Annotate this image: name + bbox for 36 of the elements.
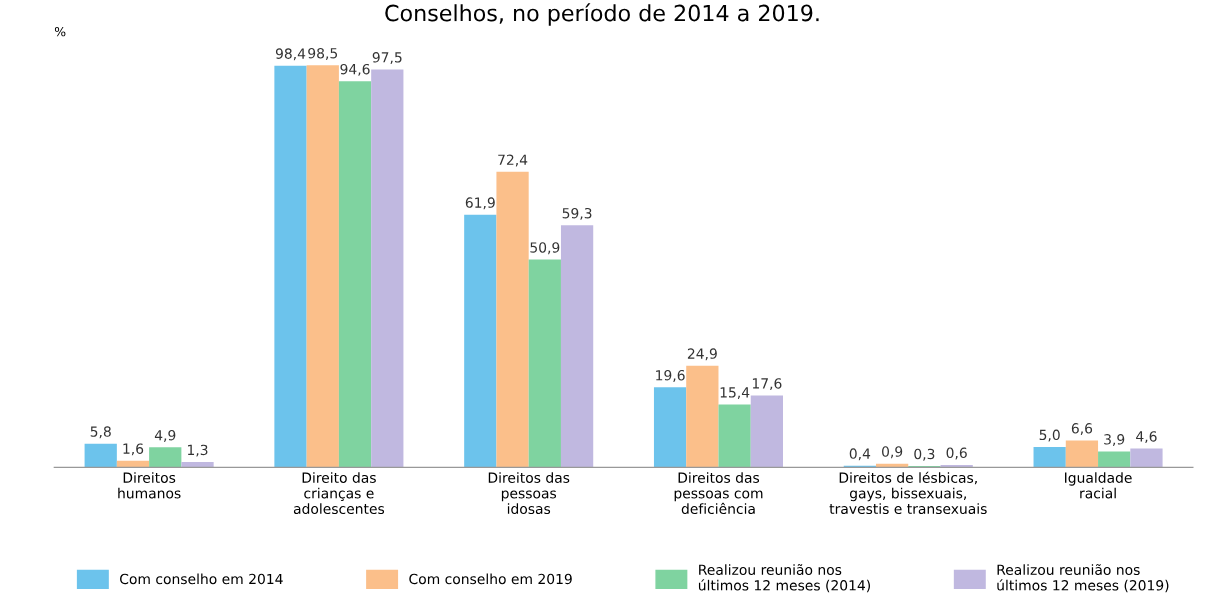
data-label: 1,3 bbox=[188, 444, 208, 457]
x-tick-label: Direitos das pessoas idosas bbox=[488, 472, 570, 515]
data-label: 61,9 bbox=[465, 197, 495, 210]
x-tick-label: Direitos de lésbicas, gays, bissexuais, travestis e transexuais bbox=[829, 471, 987, 515]
y-axis-title: % bbox=[54, 26, 66, 37]
data-label: 19,6 bbox=[656, 369, 685, 382]
data-label: 5,0 bbox=[1039, 429, 1060, 442]
data-label: 24,9 bbox=[687, 348, 717, 361]
data-label: 97,5 bbox=[372, 52, 402, 64]
legend-label: Realizou reunião nos últimos 12 meses (2019) bbox=[997, 564, 1169, 593]
data-label: 1,6 bbox=[123, 443, 144, 456]
legend-label: Realizou reunião nos últimos 12 meses (2014) bbox=[698, 564, 870, 593]
data-label: 94,6 bbox=[340, 63, 370, 76]
legend-label: Com conselho em 2019 bbox=[409, 573, 572, 585]
data-label: 0,9 bbox=[882, 446, 903, 459]
data-label: 15,4 bbox=[720, 387, 750, 400]
data-label: 5,8 bbox=[90, 426, 111, 439]
data-label: 17,6 bbox=[752, 378, 782, 391]
legend-label: Com conselho em 2014 bbox=[120, 573, 283, 585]
data-label: 4,6 bbox=[1136, 431, 1157, 444]
data-label: 0,3 bbox=[914, 448, 935, 461]
x-tick-label: Direitos humanos bbox=[118, 472, 181, 499]
data-label: 6,6 bbox=[1071, 423, 1093, 435]
data-label: 4,9 bbox=[154, 429, 176, 442]
data-label: 72,4 bbox=[498, 154, 528, 167]
data-label: 98,5 bbox=[308, 47, 338, 60]
data-label: 0,4 bbox=[849, 448, 871, 461]
data-label: 98,4 bbox=[275, 48, 306, 61]
data-label: 50,9 bbox=[530, 242, 560, 255]
x-tick-label: Igualdade racial bbox=[1065, 472, 1132, 499]
data-label: 59,3 bbox=[562, 207, 592, 220]
data-label: 3,9 bbox=[1104, 434, 1125, 446]
chart-title: Conselhos, no período de 2014 a 2019. bbox=[385, 3, 819, 26]
x-tick-label: Direito das crianças e adolescentes bbox=[293, 472, 385, 515]
data-label: 0,6 bbox=[946, 447, 967, 460]
x-tick-label: Direitos das pessoas com deficiência bbox=[674, 472, 763, 515]
